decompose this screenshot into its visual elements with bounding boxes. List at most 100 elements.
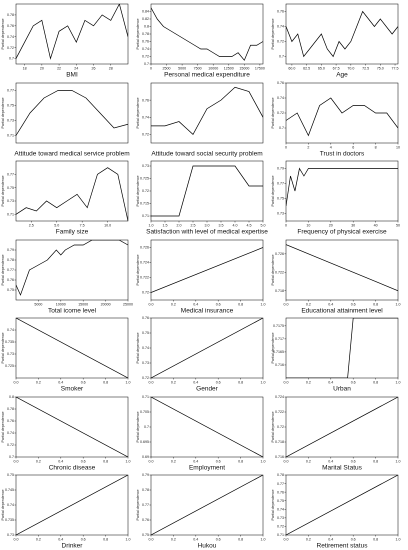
y-tick-label: 0.724 [140, 261, 149, 265]
y-tick-label: 0.74 [277, 507, 284, 511]
panel: 0.7 0.72 0.74 0.76 0.78 0.8 0.82 0.84 0 2500 5000 7… [136, 3, 265, 79]
y-axis-label: Partial dependence [136, 255, 140, 286]
x-tick-label: 67.5 [333, 67, 340, 71]
y-tick-label: 0.74 [142, 115, 149, 119]
pd-line [286, 167, 398, 207]
x-tick-label: 4.5 [247, 224, 252, 228]
x-tick-label: 1.0 [396, 381, 401, 385]
x-tick-label: 0.2 [36, 538, 41, 542]
x-tick-label: 0.8 [238, 381, 243, 385]
x-tick-label: 65.0 [318, 67, 325, 71]
y-axis-label: Partial dependence [136, 490, 140, 521]
y-tick-label: 0.77 [7, 89, 14, 93]
plot-frame [150, 160, 264, 222]
x-tick-label: 0.4 [193, 303, 198, 307]
x-tick-label: 0.8 [238, 303, 243, 307]
y-tick-label: 0.77 [277, 182, 284, 186]
x-tick-label: 1.0 [126, 460, 131, 464]
x-tick-label: 17500 [255, 67, 265, 71]
x-axis-label: Gender [196, 386, 219, 393]
x-tick-label: 24 [74, 67, 78, 71]
x-tick-label: 0.0 [149, 538, 154, 542]
y-tick-label: 0.7175 [273, 324, 284, 328]
pd-line [16, 90, 128, 136]
panel: 0.7 0.72 0.74 0.76 0.78 18 20 22 24 26 28 BMI Partia… [1, 3, 129, 79]
y-axis-label: Partial dependence [136, 98, 140, 129]
y-axis-label: Partial dependence [136, 333, 140, 364]
x-tick-label: 2500 [163, 67, 171, 71]
y-tick-label: 0.718 [275, 440, 284, 444]
y-tick-label: 0.72 [277, 111, 284, 115]
x-tick-label: 26 [92, 67, 96, 71]
y-axis-label: Partial dependence [1, 333, 5, 364]
x-tick-label: 0.2 [36, 460, 41, 464]
x-tick-label: 0.8 [238, 538, 243, 542]
x-axis-label: Total icome level [48, 308, 97, 315]
y-tick-label: 0.76 [142, 518, 149, 522]
y-tick-label: 0.724 [275, 395, 284, 399]
x-tick-label: 0.2 [171, 303, 176, 307]
y-tick-label: 0.735 [5, 340, 14, 344]
x-tick-label: 0.4 [328, 381, 333, 385]
y-tick-label: 0.73 [277, 212, 284, 216]
y-tick-label: 0.75 [7, 186, 14, 190]
x-tick-label: 1.5 [163, 224, 168, 228]
panel: 0.75 0.76 0.77 0.78 0.79 5000 10000 15000 20000 2… [1, 239, 133, 315]
x-tick-label: 0.6 [216, 303, 221, 307]
x-axis-label: Satisfaction with level of medical exper… [146, 229, 268, 236]
y-tick-label: 0.72 [277, 425, 284, 429]
y-tick-label: 0.7 [279, 126, 284, 130]
x-tick-label: 0.6 [81, 381, 86, 385]
x-tick-label: 0.4 [328, 538, 333, 542]
x-tick-label: 0.2 [306, 538, 311, 542]
plot-frame [285, 317, 399, 379]
x-tick-label: 10.0 [104, 224, 111, 228]
y-axis-label: Partial dependence [1, 490, 5, 521]
x-tick-label: 4 [330, 146, 332, 150]
y-tick-label: 0.745 [5, 488, 14, 492]
y-axis-label: Partial dependence [271, 255, 275, 286]
y-tick-label: 0.726 [275, 252, 284, 256]
y-tick-label: 0.72 [7, 443, 14, 447]
x-tick-label: 20 [329, 224, 333, 228]
x-tick-label: 0.2 [171, 538, 176, 542]
y-tick-label: 0.7 [144, 425, 149, 429]
x-axis-label: Retirement status [317, 543, 369, 550]
panel: 0.725 0.73 0.735 0.74 0.0 0.2 0.4 0.6 0.8 1.0 Smok… [1, 317, 131, 393]
x-tick-label: 0.0 [14, 460, 19, 464]
x-tick-label: 5.0 [54, 224, 59, 228]
pd-line [286, 97, 398, 137]
y-tick-label: 0.76 [277, 490, 284, 494]
x-tick-label: 0.4 [58, 460, 63, 464]
x-tick-label: 40 [374, 224, 378, 228]
y-tick-label: 0.716 [275, 455, 284, 459]
y-tick-label: 0.722 [275, 271, 284, 275]
pd-line [286, 318, 398, 378]
y-axis-label: Partial dependence [271, 19, 275, 50]
x-tick-label: 0.2 [171, 460, 176, 464]
x-axis-label: Hukou [198, 543, 217, 550]
panel: 0.7 0.72 0.74 0.76 0 2 4 6 8 10 Trust in doctors Pa… [271, 81, 400, 157]
y-axis-label: Partial dependence [271, 98, 275, 129]
x-tick-label: 72.5 [362, 67, 369, 71]
y-tick-label: 0.74 [7, 328, 14, 332]
y-tick-label: 0.74 [142, 346, 149, 350]
x-tick-label: 0.8 [373, 460, 378, 464]
pd-line [151, 86, 263, 135]
x-tick-label: 5000 [178, 67, 186, 71]
y-tick-label: 0.76 [142, 40, 149, 44]
x-tick-label: 0 [285, 146, 287, 150]
y-tick-label: 0.75 [7, 104, 14, 108]
x-tick-label: 0.4 [193, 460, 198, 464]
x-axis-label: Urban [333, 386, 351, 393]
y-axis-label: Partial dependence [1, 98, 5, 129]
x-tick-label: 0.6 [351, 381, 356, 385]
pd-line [286, 475, 398, 535]
x-tick-label: 60.0 [288, 67, 295, 71]
plot-frame [285, 160, 399, 222]
x-axis-label: Smoker [61, 386, 84, 393]
y-axis-label: Partial dependence [271, 176, 275, 207]
panel: 0.71 0.715 0.72 0.725 0.73 1.0 1.5 2.0 2.5 3.0 3.5… [136, 160, 268, 236]
x-tick-label: 70.0 [347, 67, 354, 71]
pd-line [151, 318, 263, 378]
